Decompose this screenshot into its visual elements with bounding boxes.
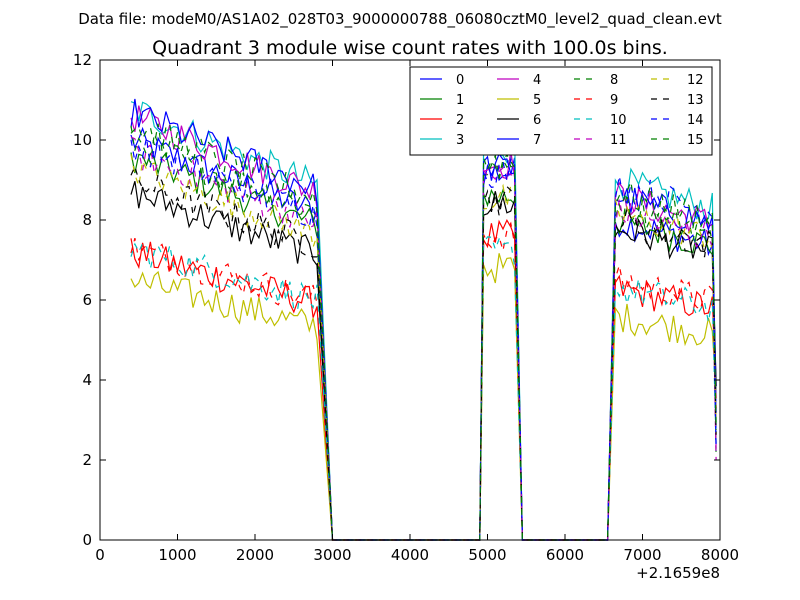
legend-label-11: 11 bbox=[610, 133, 627, 148]
legend-label-12: 12 bbox=[687, 73, 704, 88]
y-tick-label: 8 bbox=[82, 211, 92, 229]
series-line-4 bbox=[130, 105, 717, 541]
x-tick-label: 1000 bbox=[158, 546, 196, 564]
series-line-6 bbox=[130, 181, 717, 541]
series-line-9 bbox=[130, 221, 717, 541]
x-tick-label: 3000 bbox=[313, 546, 351, 564]
x-tick-label: 6000 bbox=[546, 546, 584, 564]
x-tick-label: 7000 bbox=[623, 546, 661, 564]
series-line-13 bbox=[130, 164, 717, 541]
legend-label-5: 5 bbox=[533, 93, 541, 108]
legend-label-1: 1 bbox=[456, 93, 464, 108]
legend-label-15: 15 bbox=[687, 133, 704, 148]
plot-area bbox=[130, 98, 717, 541]
axis-ticks: 0 1000 2000 3000 4000 5000 6000 7000 80000246810… bbox=[73, 51, 739, 564]
legend-label-7: 7 bbox=[533, 133, 541, 148]
legend-label-0: 0 bbox=[456, 73, 464, 88]
legend-label-14: 14 bbox=[687, 113, 704, 128]
legend-label-10: 10 bbox=[610, 113, 627, 128]
series-line-7 bbox=[130, 98, 717, 541]
x-tick-label: 5000 bbox=[468, 546, 506, 564]
legend-label-9: 9 bbox=[610, 93, 618, 108]
series-line-14 bbox=[130, 137, 717, 541]
legend-label-8: 8 bbox=[610, 73, 618, 88]
legend-label-6: 6 bbox=[533, 113, 541, 128]
x-tick-label: 2000 bbox=[236, 546, 274, 564]
x-tick-label: 0 bbox=[95, 546, 105, 564]
chart-title: Quadrant 3 module wise count rates with … bbox=[152, 37, 668, 59]
y-tick-label: 2 bbox=[82, 451, 92, 469]
x-tick-label: 4000 bbox=[391, 546, 429, 564]
x-tick-label: 8000 bbox=[701, 546, 739, 564]
series-line-5 bbox=[130, 253, 717, 541]
legend-box bbox=[409, 66, 713, 156]
legend-label-4: 4 bbox=[533, 73, 541, 88]
series-line-10 bbox=[130, 236, 717, 541]
series-line-2 bbox=[130, 218, 717, 541]
series-line-12 bbox=[130, 154, 717, 541]
y-tick-label: 10 bbox=[73, 131, 92, 149]
y-tick-label: 6 bbox=[82, 291, 92, 309]
legend-label-3: 3 bbox=[456, 133, 464, 148]
y-tick-label: 0 bbox=[82, 531, 92, 549]
y-tick-label: 4 bbox=[82, 371, 92, 389]
legend-label-13: 13 bbox=[687, 93, 704, 108]
series-line-8 bbox=[130, 125, 717, 541]
y-tick-label: 12 bbox=[73, 51, 92, 69]
legend-label-2: 2 bbox=[456, 113, 464, 128]
x-offset-label: +2.1659e8 bbox=[636, 564, 720, 582]
chart-suptitle: Data file: modeM0/AS1A02_028T03_90000007… bbox=[78, 10, 722, 29]
series-line-1 bbox=[130, 151, 717, 541]
